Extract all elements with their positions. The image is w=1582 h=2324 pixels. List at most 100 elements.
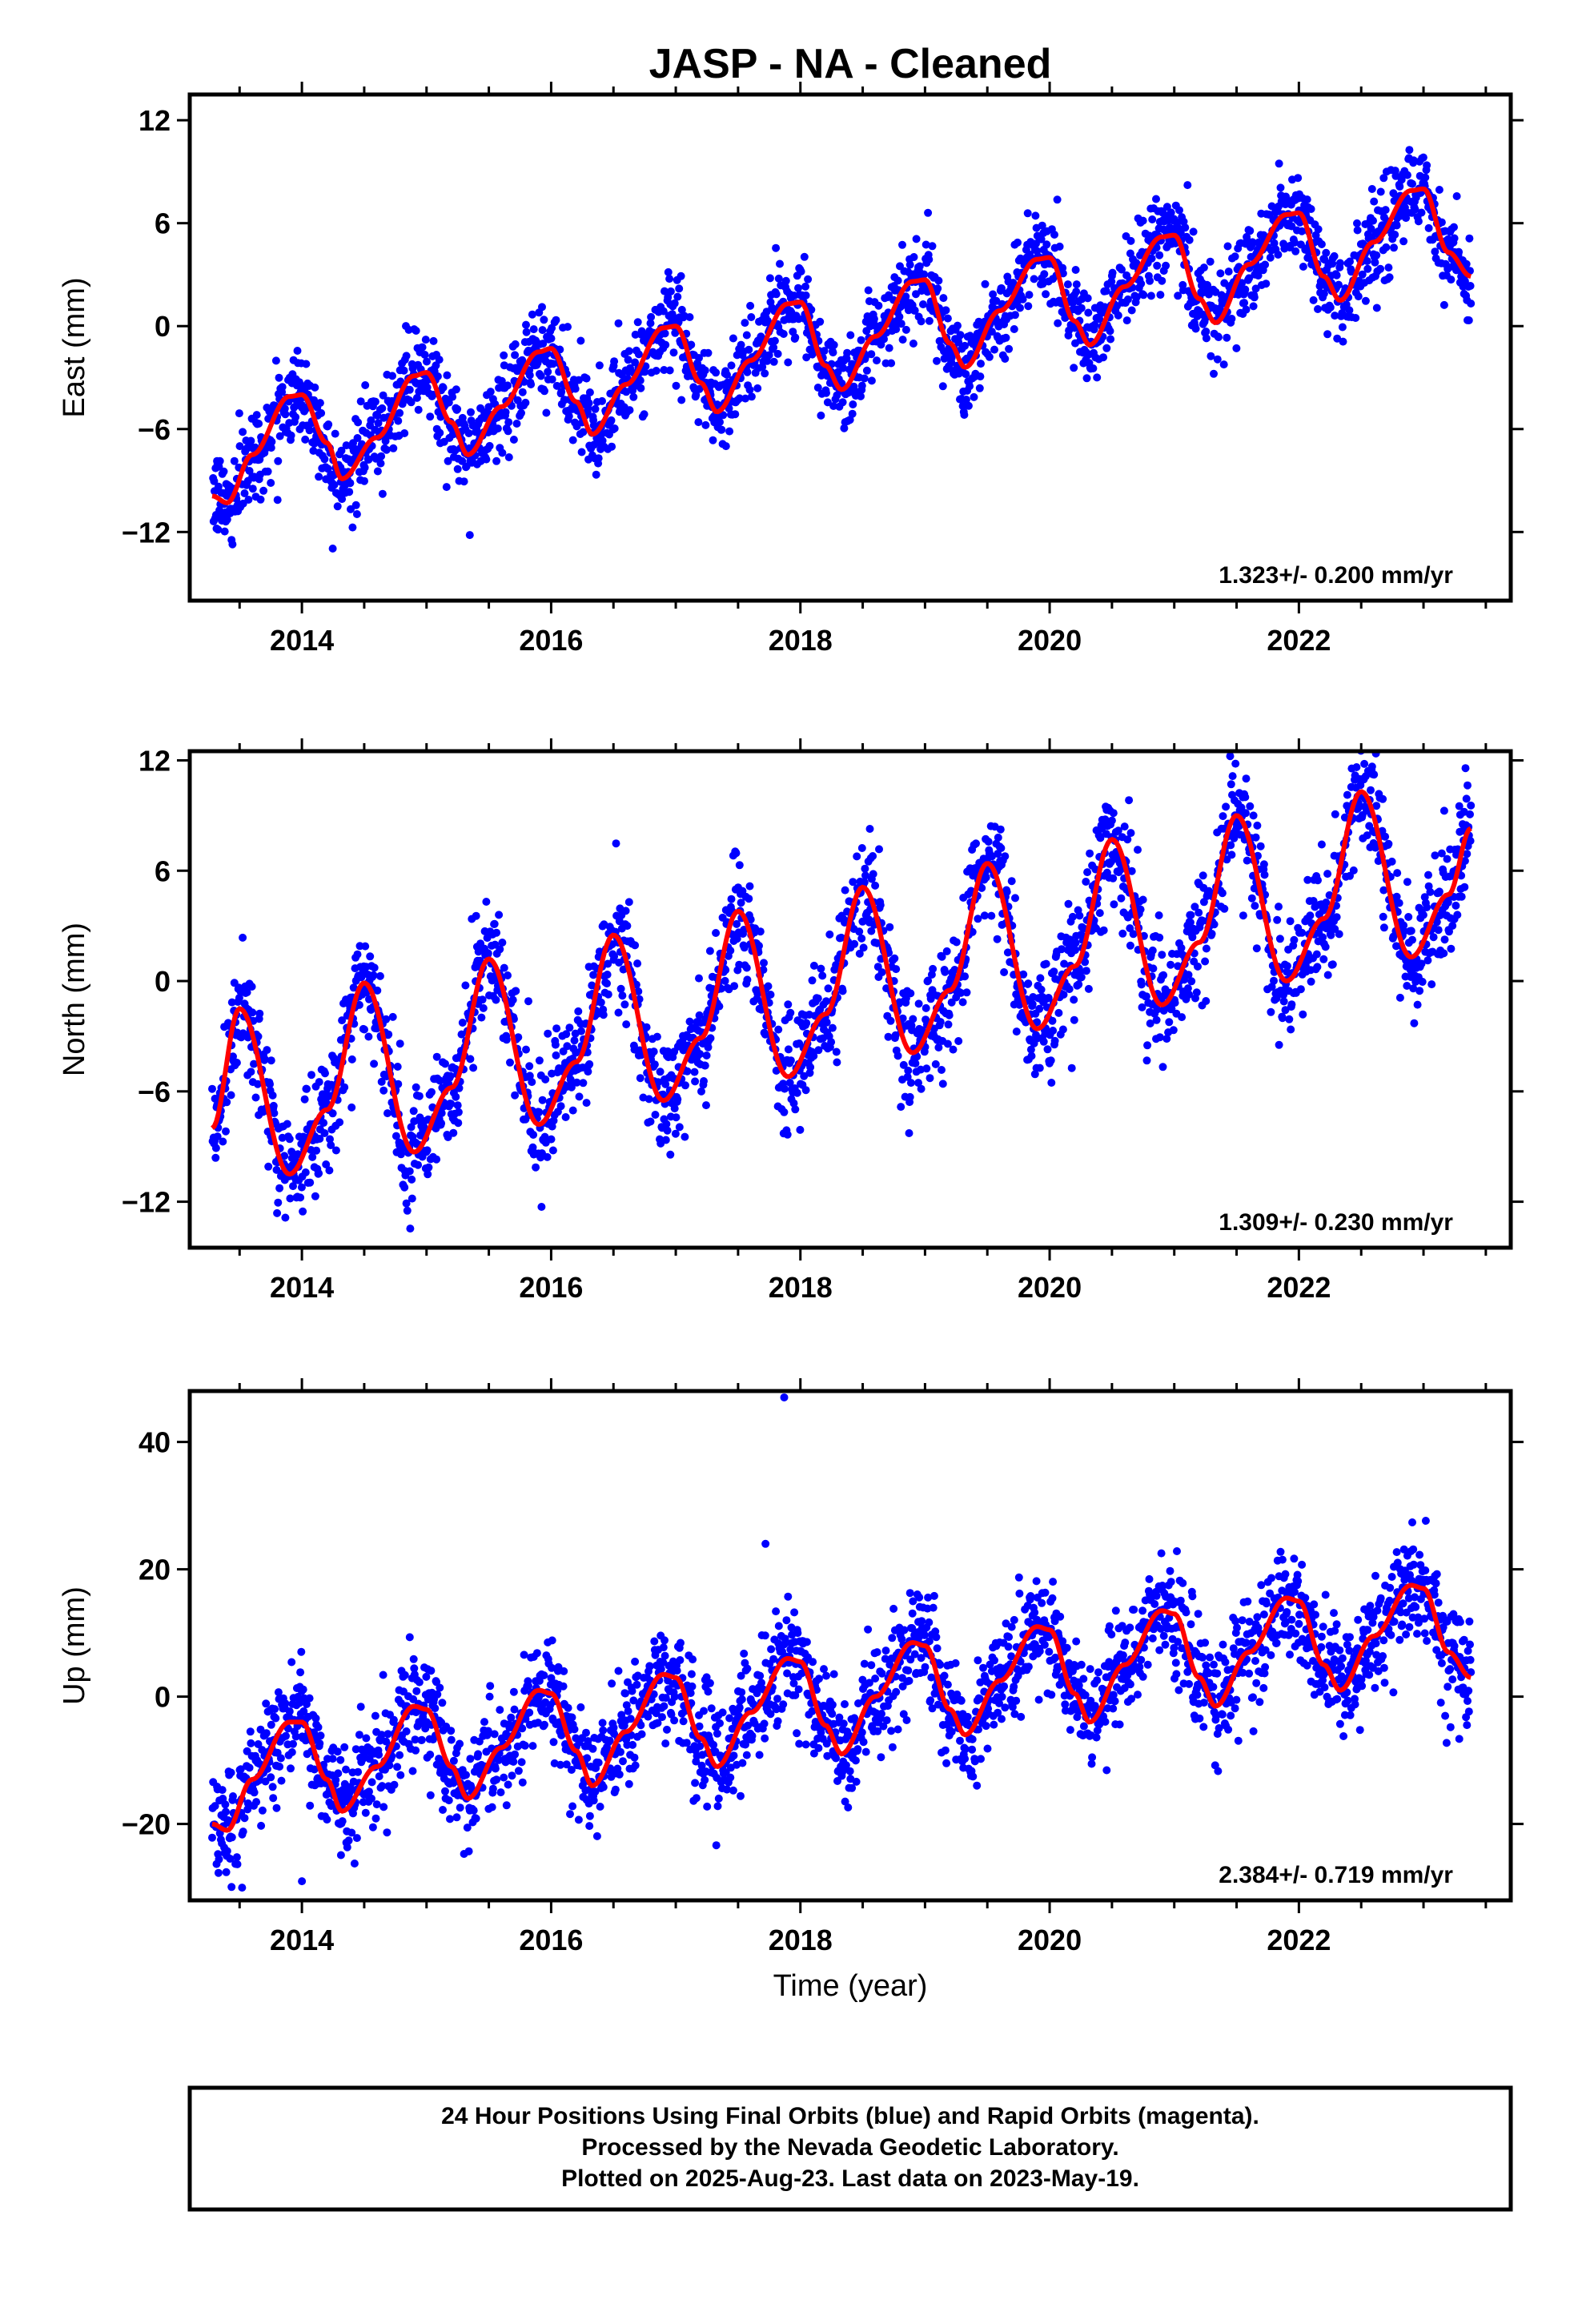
east-data-point: [1419, 153, 1427, 162]
east-data-point: [1439, 300, 1448, 309]
north-data-point: [1153, 1005, 1162, 1014]
east-data-point: [1351, 314, 1360, 322]
east-data-point: [956, 331, 965, 340]
east-data-point: [781, 276, 790, 285]
up-data-point: [223, 1847, 231, 1856]
up-data-point: [277, 1776, 286, 1785]
east-x-tick-label: 2020: [1018, 624, 1082, 657]
north-data-point: [650, 1060, 659, 1069]
east-data-point: [1216, 269, 1225, 278]
east-data-point: [1232, 344, 1241, 352]
north-data-point: [603, 979, 611, 988]
east-data-point: [1262, 279, 1271, 288]
east-data-point: [1353, 226, 1362, 235]
north-data-point: [696, 1050, 705, 1059]
up-data-point: [208, 1833, 216, 1842]
north-data-point: [1356, 688, 1364, 696]
north-data-point: [340, 1083, 349, 1092]
north-data-point: [1285, 1015, 1294, 1023]
north-data-point: [941, 967, 950, 976]
north-data-point: [388, 1012, 397, 1021]
north-data-point: [695, 1011, 704, 1019]
north-data-point: [1064, 899, 1073, 908]
north-data-point: [735, 960, 744, 969]
east-data-point: [400, 366, 408, 375]
north-data-point: [1086, 849, 1094, 858]
east-data-point: [598, 396, 606, 405]
east-data-point: [529, 325, 538, 334]
north-data-point: [922, 1064, 931, 1073]
east-data-point: [448, 392, 457, 401]
east-data-point: [1018, 295, 1027, 304]
north-data-point: [904, 1066, 913, 1075]
north-data-point: [1432, 918, 1441, 927]
north-data-point: [1452, 901, 1460, 910]
east-data-point: [1363, 257, 1371, 265]
north-data-point: [732, 849, 741, 858]
east-data-point: [1126, 236, 1135, 245]
north-data-point: [319, 1119, 328, 1128]
east-data-point: [938, 382, 947, 391]
east-data-point: [769, 343, 778, 352]
north-data-point: [441, 1059, 449, 1068]
north-data-point: [504, 971, 512, 979]
north-data-point: [1439, 806, 1448, 815]
north-data-point: [855, 927, 864, 936]
east-data-point: [909, 340, 917, 348]
east-data-point: [1309, 296, 1318, 304]
north-data-point: [755, 942, 763, 950]
north-data-point: [1154, 911, 1163, 919]
north-data-point: [695, 974, 703, 983]
east-data-point: [556, 345, 564, 354]
north-data-point: [482, 898, 491, 906]
north-data-point: [532, 1163, 540, 1172]
north-data-point: [405, 1167, 414, 1176]
north-data-point: [1278, 1014, 1287, 1023]
north-data-point: [1431, 851, 1439, 860]
east-data-point: [521, 398, 530, 407]
east-data-point: [1108, 268, 1117, 277]
north-data-point: [274, 1198, 283, 1207]
east-data-point: [1266, 253, 1275, 262]
east-data-point: [614, 319, 623, 328]
north-data-point: [315, 1135, 324, 1143]
north-data-point: [1443, 854, 1452, 863]
north-data-point: [408, 1194, 416, 1203]
east-data-point: [504, 418, 513, 427]
north-data-point: [661, 1136, 670, 1144]
east-data-point: [725, 427, 734, 436]
east-data-point: [664, 267, 673, 276]
east-data-point: [1467, 300, 1476, 308]
up-data-point: [289, 1739, 297, 1748]
east-data-point: [1298, 227, 1307, 235]
east-data-point: [1210, 369, 1218, 378]
east-data-point: [267, 479, 275, 487]
north-data-point: [884, 1032, 893, 1041]
east-data-point: [1058, 269, 1067, 278]
north-data-point: [1067, 1063, 1076, 1072]
east-data-point: [1054, 319, 1062, 328]
east-data-point: [791, 333, 800, 342]
north-data-point: [366, 952, 375, 961]
east-data-point: [1053, 195, 1062, 204]
east-data-point: [414, 405, 423, 414]
east-data-point: [823, 398, 832, 407]
north-data-point: [1440, 935, 1449, 944]
up-data-point: [214, 1868, 223, 1877]
north-data-point: [980, 911, 989, 920]
north-data-point: [396, 1039, 404, 1048]
north-data-point: [437, 1119, 446, 1128]
north-data-point: [1252, 944, 1261, 953]
north-data-point: [1237, 803, 1246, 812]
east-data-point: [361, 381, 370, 389]
east-data-points: [209, 146, 1476, 553]
north-data-point: [978, 883, 986, 892]
east-data-point: [1314, 225, 1323, 234]
north-data-point: [1082, 967, 1090, 975]
east-data-point: [747, 313, 756, 321]
north-data-point: [1417, 959, 1426, 968]
north-data-point: [1096, 834, 1105, 842]
east-data-point: [928, 242, 937, 251]
east-data-point: [1331, 312, 1339, 320]
